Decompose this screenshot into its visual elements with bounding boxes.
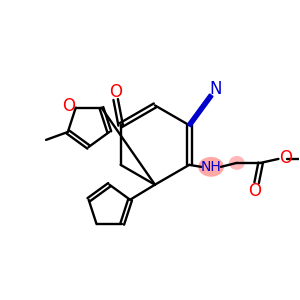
Text: N: N [210,80,222,98]
Text: O: O [248,182,261,200]
Text: O: O [62,97,75,115]
Text: NH: NH [201,160,221,174]
Ellipse shape [198,157,224,177]
Text: O: O [279,149,292,167]
Text: O: O [109,82,122,100]
Ellipse shape [229,156,245,170]
